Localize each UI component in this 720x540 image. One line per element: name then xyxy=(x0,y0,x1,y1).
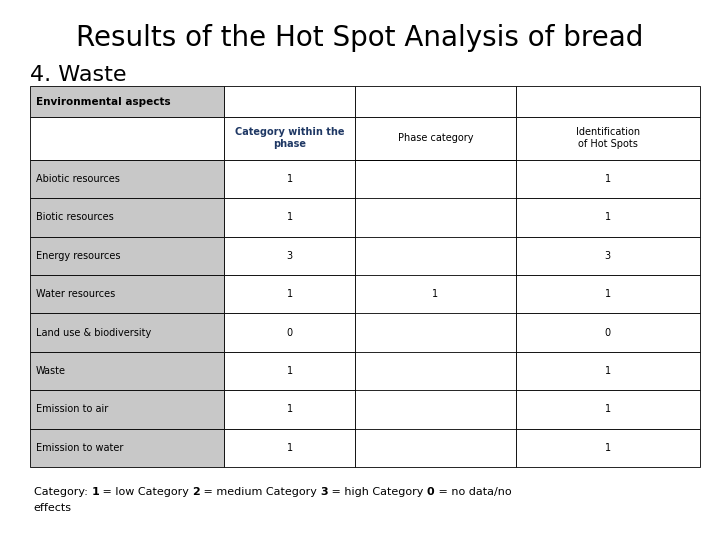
Bar xyxy=(225,275,355,313)
Text: 4. Waste: 4. Waste xyxy=(30,64,127,85)
Text: 3: 3 xyxy=(287,251,293,261)
Text: 0: 0 xyxy=(287,328,293,338)
Text: 1: 1 xyxy=(91,488,99,497)
Text: Biotic resources: Biotic resources xyxy=(36,212,114,222)
Text: effects: effects xyxy=(34,503,72,512)
Text: 3: 3 xyxy=(605,251,611,261)
Text: 1: 1 xyxy=(287,289,293,299)
Text: Waste: Waste xyxy=(36,366,66,376)
Bar xyxy=(30,237,225,275)
Bar xyxy=(516,390,700,429)
Text: 0: 0 xyxy=(605,328,611,338)
Text: 2: 2 xyxy=(192,488,200,497)
Text: Land use & biodiversity: Land use & biodiversity xyxy=(36,328,151,338)
Bar xyxy=(516,160,700,198)
Bar xyxy=(225,352,355,390)
Text: 1: 1 xyxy=(287,366,293,376)
Text: 1: 1 xyxy=(605,366,611,376)
Bar xyxy=(30,313,225,352)
Bar xyxy=(516,275,700,313)
Bar xyxy=(30,390,225,429)
Text: 1: 1 xyxy=(605,404,611,415)
Bar xyxy=(355,117,516,160)
Text: = medium Category: = medium Category xyxy=(200,488,320,497)
Text: Water resources: Water resources xyxy=(36,289,115,299)
Bar xyxy=(225,198,355,237)
Text: Abiotic resources: Abiotic resources xyxy=(36,174,120,184)
Bar xyxy=(225,117,355,160)
Bar xyxy=(225,313,355,352)
Bar xyxy=(30,275,225,313)
Bar xyxy=(516,429,700,467)
Text: Category:: Category: xyxy=(34,488,91,497)
Bar xyxy=(516,198,700,237)
Bar xyxy=(30,429,225,467)
Bar xyxy=(516,237,700,275)
Text: = high Category: = high Category xyxy=(328,488,427,497)
Text: 1: 1 xyxy=(287,404,293,415)
Text: 3: 3 xyxy=(320,488,328,497)
Bar xyxy=(225,429,355,467)
Text: 1: 1 xyxy=(605,212,611,222)
Bar xyxy=(30,160,225,198)
Text: Emission to air: Emission to air xyxy=(36,404,108,415)
Text: Emission to water: Emission to water xyxy=(36,443,123,453)
Bar xyxy=(225,390,355,429)
Text: Identification
of Hot Spots: Identification of Hot Spots xyxy=(576,127,640,150)
Text: Phase category: Phase category xyxy=(397,133,473,143)
Bar xyxy=(516,117,700,160)
Bar xyxy=(355,160,516,467)
Bar xyxy=(30,86,225,117)
Text: Energy resources: Energy resources xyxy=(36,251,120,261)
Bar xyxy=(30,352,225,390)
Text: 1: 1 xyxy=(432,289,438,299)
Text: 1: 1 xyxy=(287,443,293,453)
Text: = no data/no: = no data/no xyxy=(435,488,511,497)
Bar xyxy=(225,86,355,117)
Text: Results of the Hot Spot Analysis of bread: Results of the Hot Spot Analysis of brea… xyxy=(76,24,644,52)
Text: 1: 1 xyxy=(605,289,611,299)
Text: Environmental aspects: Environmental aspects xyxy=(36,97,171,106)
Text: 1: 1 xyxy=(605,174,611,184)
Bar xyxy=(30,198,225,237)
Text: 0: 0 xyxy=(427,488,435,497)
Text: 1: 1 xyxy=(605,443,611,453)
Bar xyxy=(516,86,700,117)
Text: = low Category: = low Category xyxy=(99,488,192,497)
Bar xyxy=(355,86,516,117)
Text: 1: 1 xyxy=(287,174,293,184)
Bar xyxy=(225,237,355,275)
Bar xyxy=(516,352,700,390)
Bar xyxy=(225,160,355,198)
Text: 1: 1 xyxy=(287,212,293,222)
Text: Category within the
phase: Category within the phase xyxy=(235,127,344,150)
Bar xyxy=(516,313,700,352)
Bar xyxy=(30,117,225,160)
